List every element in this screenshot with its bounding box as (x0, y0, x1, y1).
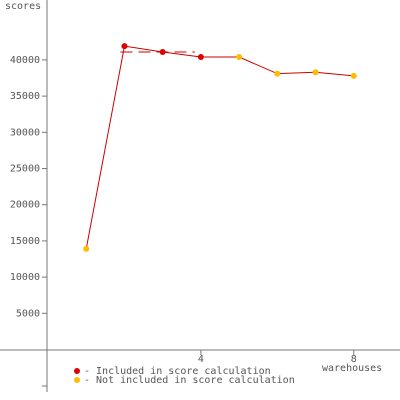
data-point (236, 54, 243, 61)
legend-marker (74, 368, 80, 374)
data-point (121, 43, 128, 50)
x-tick-label: 4 (198, 354, 204, 365)
legend-label: - Not included in score calculation (84, 375, 295, 386)
data-point (83, 245, 90, 252)
x-tick-label: 8 (351, 354, 357, 365)
y-tick-label: 40000 (10, 55, 40, 66)
x-axis-label: warehouses (322, 363, 382, 374)
y-tick-label: 20000 (10, 200, 40, 211)
y-tick-label: 10000 (10, 272, 40, 283)
y-axis-label: scores (5, 1, 41, 12)
data-line (85, 45, 354, 249)
data-point (274, 70, 281, 77)
y-tick-label: 25000 (10, 164, 40, 175)
legend-label: - Included in score calculation (84, 366, 271, 377)
data-point (197, 54, 204, 61)
y-tick-label: 15000 (10, 236, 40, 247)
y-tick-label: 35000 (10, 91, 40, 102)
legend-marker (74, 377, 80, 383)
y-tick-label: 30000 (10, 127, 40, 138)
data-point (312, 69, 319, 76)
data-point (159, 48, 166, 55)
data-point (350, 72, 357, 79)
y-tick-label: 5000 (16, 308, 40, 319)
